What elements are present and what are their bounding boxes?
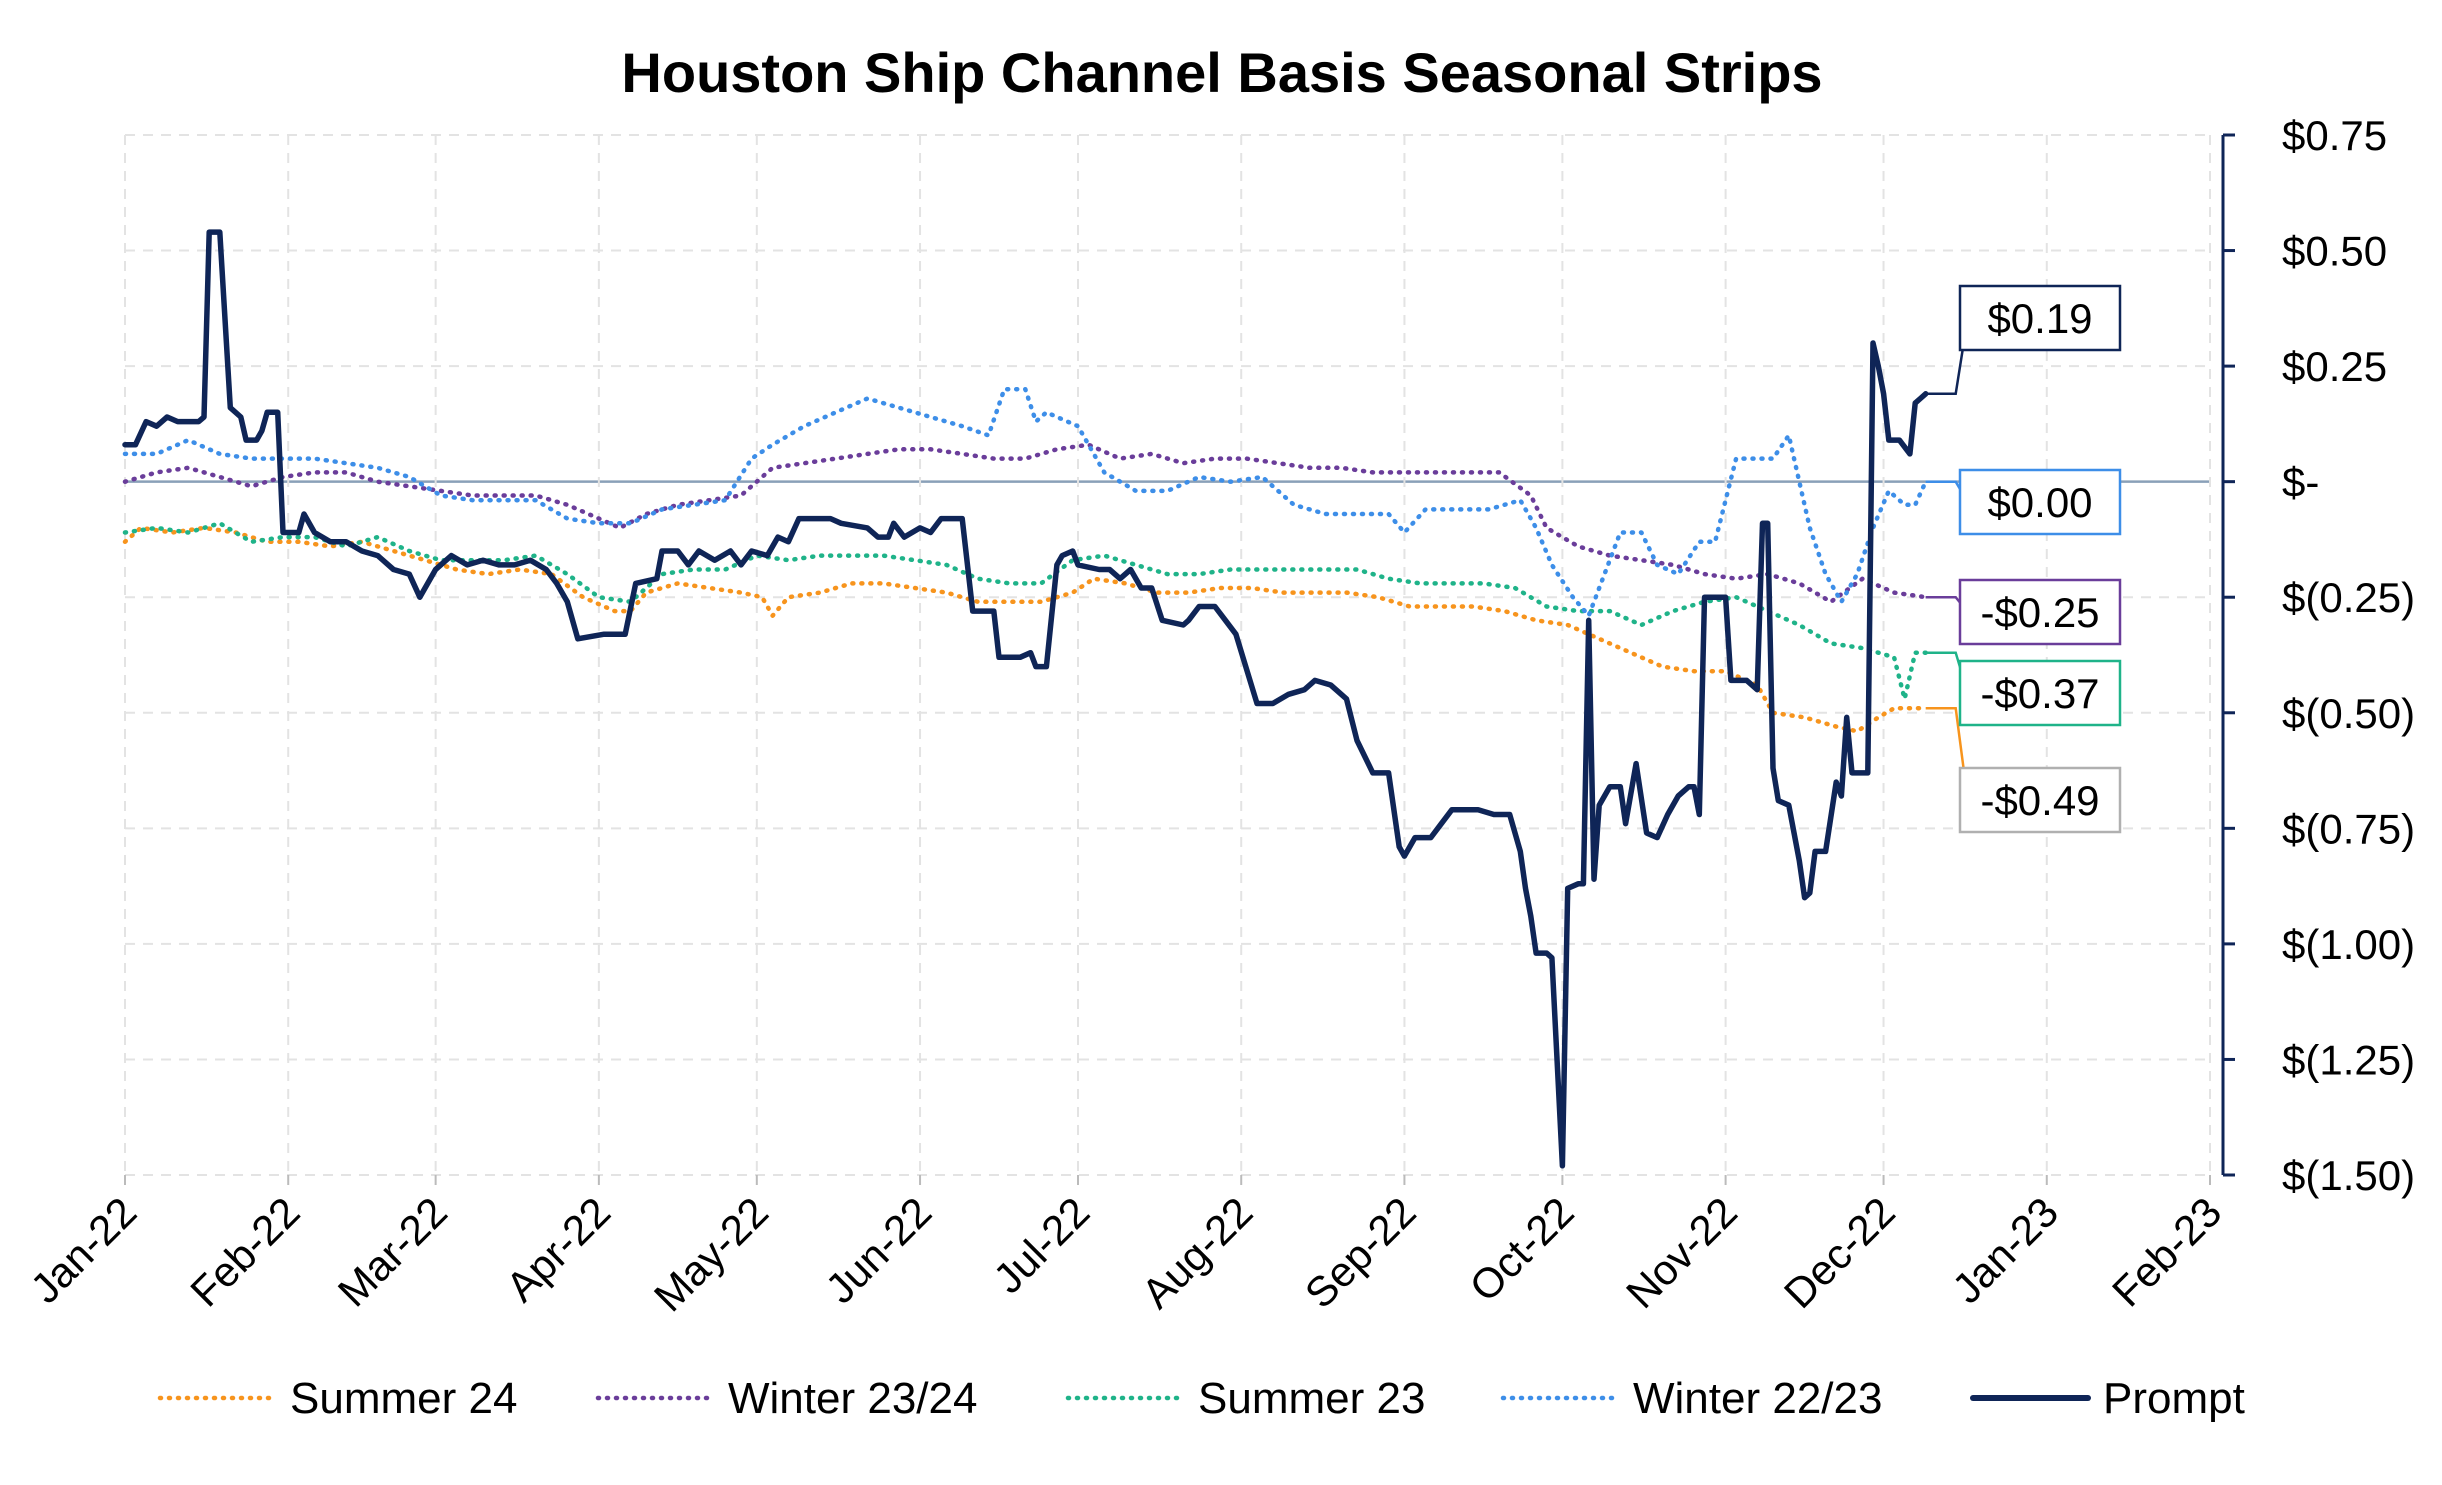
series-line-summer-24 [122,525,1928,734]
callout-label-prompt: $0.19 [1987,295,2092,342]
y-tick-label: $0.25 [2282,343,2387,390]
series-line-prompt [122,229,1929,1169]
x-axis: Jan-22 Feb-22 Mar-22 Apr-22 May-22 Jun-22 Jul-… [21,1175,2230,1320]
x-tick-label: Sep-22 [1296,1188,1425,1317]
legend: Summer 24 Winter 23/24 Summer 23 Winter 22/… [157,1374,2245,1423]
legend-label-summer-24: Summer 24 [290,1374,517,1423]
x-tick-label: Jul-22 [984,1188,1098,1302]
chart-grid [124,134,2211,1176]
end-value-callouts: -$0.49 -$0.25 -$0.37 $0.00 $0.19 [1925,284,2122,834]
callout-box-summer-24 [1958,766,2122,834]
y-axis: $0.75 $0.50 $0.25 $- $(0.25) $(0.50) $(0.75) $(… [2221,112,2415,1199]
callout-box-winter-23-24 [1958,578,2122,646]
legend-label-prompt: Prompt [2103,1374,2245,1423]
callout-box-prompt [1958,284,2122,352]
x-tick-label: Jan-23 [1943,1188,2067,1312]
series-line-winter-23-24 [122,442,1928,605]
y-tick-label: $(0.25) [2282,574,2415,621]
chart-title: Houston Ship Channel Basis Seasonal Stri… [621,41,1822,104]
y-tick-label: $(0.50) [2282,690,2415,737]
x-tick-label: May-22 [645,1188,777,1320]
x-tick-label: Nov-22 [1617,1188,1746,1317]
legend-label-summer-23: Summer 23 [1198,1374,1425,1423]
x-tick-label: Feb-23 [2103,1188,2230,1315]
x-tick-label: Feb-22 [181,1188,308,1315]
callout-box-summer-23 [1958,659,2122,727]
y-tick-label: $(1.50) [2282,1152,2415,1199]
y-tick-label: $0.50 [2282,228,2387,275]
callout-box-winter-22-23 [1958,468,2122,536]
y-tick-label: $(0.75) [2282,805,2415,852]
y-tick-label: $(1.00) [2282,921,2415,968]
callout-label-winter-23-24: -$0.25 [1980,589,2099,636]
y-tick-label: $0.75 [2282,112,2387,159]
series-layer [122,229,1929,1169]
x-tick-label: Dec-22 [1775,1188,1904,1317]
legend-label-winter-23-24: Winter 23/24 [728,1374,977,1423]
x-tick-label: Oct-22 [1460,1188,1582,1310]
callout-label-summer-24: -$0.49 [1980,777,2099,824]
x-tick-label: Jan-22 [21,1188,145,1312]
y-tick-label: $- [2282,459,2319,506]
y-tick-label: $(1.25) [2282,1036,2415,1083]
x-tick-label: Apr-22 [497,1188,619,1310]
callout-label-summer-23: -$0.37 [1980,670,2099,717]
series-line-winter-22-23 [122,386,1928,618]
legend-label-winter-22-23: Winter 22/23 [1633,1374,1882,1423]
x-tick-label: Aug-22 [1133,1188,1262,1317]
callout-label-winter-22-23: $0.00 [1987,479,2092,526]
x-tick-label: Mar-22 [329,1188,456,1315]
x-tick-label: Jun-22 [816,1188,940,1312]
